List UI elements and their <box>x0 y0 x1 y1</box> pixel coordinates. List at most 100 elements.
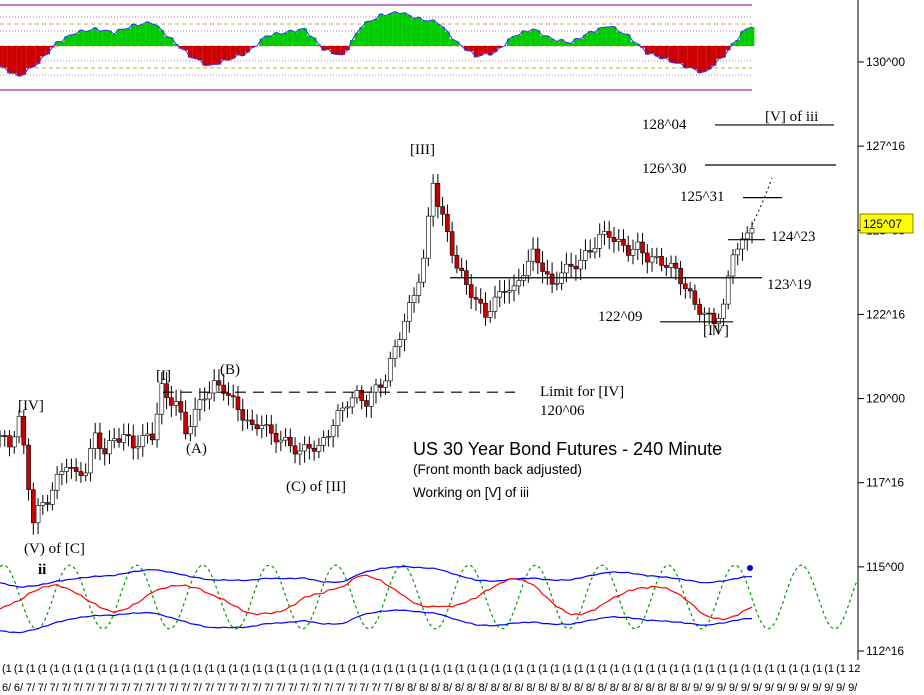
macd-bar <box>287 30 293 46</box>
macd-bar <box>11 46 17 74</box>
candle-body <box>502 291 507 293</box>
candle-body <box>397 339 403 348</box>
macd-bar <box>640 46 645 48</box>
candle-body <box>516 280 522 287</box>
x-tick-label-top: (1 <box>181 663 191 675</box>
macd-bar <box>140 24 146 46</box>
candle-body <box>602 231 607 235</box>
x-tick-label-top: (1 <box>622 663 632 675</box>
price-levels: 128^04 [V] of iii 126^30 125^31 124^23 123^19… <box>163 109 836 419</box>
chart-title: US 30 Year Bond Futures - 240 Minute <box>413 439 722 459</box>
macd-bar <box>635 43 641 46</box>
macd-bar <box>568 43 574 46</box>
x-tick-label-bottom: 7/ <box>50 682 60 694</box>
macd-bar <box>226 46 231 61</box>
x-tick-label-top: (1 <box>669 663 679 675</box>
candle-body <box>2 435 8 437</box>
y-tick-label: 130^00 <box>866 55 905 69</box>
level-label: 124^23 <box>771 229 816 245</box>
x-tick-label-top: (1 <box>491 663 501 675</box>
x-tick-label-top: (1 <box>395 663 405 675</box>
wave-label: (A) <box>186 441 207 457</box>
level-label: 122^09 <box>598 309 643 325</box>
candle-body <box>407 302 412 322</box>
x-tick-label-top: (1 <box>360 663 370 675</box>
macd-bar <box>673 46 679 64</box>
candle-body <box>659 255 664 266</box>
macd-bar <box>259 38 265 46</box>
macd-bar <box>416 17 422 46</box>
x-tick-label-top: (1 <box>574 663 584 675</box>
x-tick-label-top: (1 <box>634 663 644 675</box>
candle-body <box>88 448 93 474</box>
macd-bar <box>321 46 327 51</box>
macd-bar <box>0 46 3 67</box>
x-tick-label-top: (1 <box>717 663 727 675</box>
candle-body <box>102 448 108 455</box>
wave-label: [IV] <box>18 398 44 414</box>
x-tick-label-bottom: 8/ <box>634 682 644 694</box>
x-tick-label-bottom: 8/ <box>550 682 560 694</box>
x-tick-label-bottom: 7/ <box>336 682 346 694</box>
macd-bar <box>587 31 593 46</box>
x-tick-label-top: (1 <box>276 663 286 675</box>
macd-bar <box>92 27 98 46</box>
x-tick-label-top: (1 <box>812 663 822 675</box>
macd-bar <box>487 46 493 56</box>
x-tick-label-bottom: 9/ <box>789 682 799 694</box>
candle-body <box>226 393 231 396</box>
candle-body <box>687 288 693 292</box>
x-tick-label-bottom: 7/ <box>348 682 358 694</box>
candle-body <box>97 432 103 449</box>
candle-body <box>69 467 74 469</box>
candle-body <box>554 282 560 285</box>
x-tick-label-bottom: 8/ <box>407 682 417 694</box>
candle-body <box>197 399 203 410</box>
macd-bar <box>483 46 488 54</box>
x-tick-label-top: (1 <box>371 663 381 675</box>
candle-body <box>50 489 55 505</box>
wave-label: [III] <box>410 142 435 158</box>
macd-bar <box>630 41 636 46</box>
candle-body <box>530 248 536 262</box>
x-tick-label-top: (1 <box>753 663 763 675</box>
x-tick-label-bottom: 7/ <box>360 682 370 694</box>
candle-body <box>683 283 688 290</box>
macd-bar <box>592 32 598 46</box>
x-tick-label-top: (1 <box>348 663 358 675</box>
candle-body <box>621 238 626 246</box>
x-tick-label-bottom: 7/ <box>181 682 191 694</box>
wave-label: (C) of [II] <box>286 479 346 495</box>
macd-bar <box>349 40 355 46</box>
candle-body <box>316 445 322 452</box>
candle-body <box>150 433 155 441</box>
macd-bar <box>644 46 650 55</box>
candle-body <box>59 471 65 475</box>
y-tick-label: 115^00 <box>866 560 904 574</box>
candle-body <box>616 238 622 242</box>
x-tick-label-top: (1 <box>514 663 524 675</box>
y-axis: 130^00127^16125^00122^16120^00117^16115^… <box>858 55 905 658</box>
candle-body <box>373 384 379 393</box>
macd-bar <box>359 27 365 46</box>
x-tick-label-bottom: 8/ <box>562 682 572 694</box>
candle-body <box>349 397 355 408</box>
x-tick-label-bottom: 7/ <box>133 682 143 694</box>
y-tick-label: 127^16 <box>866 139 905 153</box>
macd-bar <box>668 46 674 63</box>
macd-bar <box>311 37 317 46</box>
x-tick-label-bottom: 7/ <box>252 682 262 694</box>
candle-body <box>511 285 517 292</box>
current-price-label: 125^07 <box>863 217 902 231</box>
macd-bar <box>725 46 731 51</box>
candle-body <box>207 392 212 400</box>
candle-body <box>164 383 169 398</box>
macd-bar <box>45 46 50 55</box>
candle-body <box>288 437 293 447</box>
macd-bar <box>606 26 612 46</box>
macd-bar <box>7 46 12 74</box>
macd-bar <box>340 46 346 55</box>
x-tick-label-bottom: 8/ <box>669 682 679 694</box>
candle-body <box>111 438 117 442</box>
candle-body <box>716 318 721 325</box>
